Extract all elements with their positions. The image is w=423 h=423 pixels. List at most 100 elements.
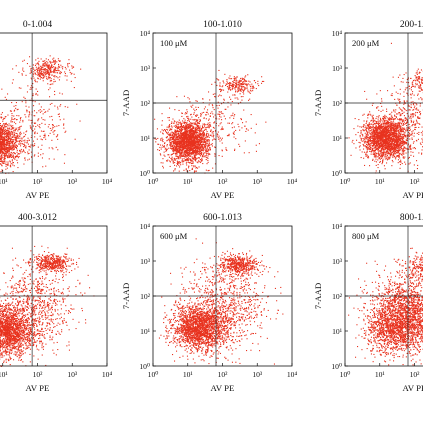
data-point [211,145,213,147]
data-point [28,106,30,108]
data-point [182,143,184,145]
data-point [203,132,205,134]
data-point [232,86,234,88]
data-point [52,131,54,133]
data-point [53,63,55,65]
data-point [3,129,5,131]
data-point [175,147,177,149]
data-point [21,73,23,75]
data-point [39,72,41,74]
data-point [176,126,178,128]
data-point [24,159,26,161]
data-point [184,121,186,123]
data-point [183,148,185,150]
data-point [58,60,60,62]
data-point [13,105,15,107]
data-point [189,142,191,144]
data-point [8,131,10,133]
data-point [182,154,184,156]
data-point [214,163,216,165]
data-point [200,151,202,153]
data-point [186,127,188,129]
data-point [191,148,193,150]
data-point [178,151,180,153]
data-point [50,69,52,71]
data-point [12,125,14,127]
data-point [44,61,46,63]
data-point [196,151,198,153]
data-point [176,162,178,164]
data-point [198,134,200,136]
data-point [3,123,5,125]
data-point [162,133,164,135]
data-point [188,139,190,141]
data-point [187,159,189,161]
data-point [48,108,50,110]
data-point [193,142,195,144]
data-point [11,118,13,120]
data-point [37,73,39,75]
data-point [177,158,179,160]
data-point [1,156,3,158]
data-point [6,144,8,146]
data-point [48,77,50,79]
data-point [34,72,36,74]
data-point [187,150,189,152]
data-point [161,129,163,131]
data-point [5,168,7,170]
data-point [26,130,28,132]
data-point [172,133,174,135]
data-point [54,70,56,72]
data-point [48,135,50,137]
data-point [181,153,183,155]
data-point [31,156,33,158]
data-point [15,139,17,141]
data-point [183,144,185,146]
data-point [209,153,211,155]
data-point [185,130,187,132]
data-point [49,55,51,57]
data-point [54,61,56,63]
data-point [181,127,183,129]
data-point [184,134,186,136]
data-point [194,156,196,158]
data-point [186,129,188,131]
data-point [155,138,157,140]
data-point [12,135,14,137]
data-point [59,92,61,94]
data-point [182,147,184,149]
data-point [186,159,188,161]
data-point [186,146,188,148]
data-point [185,132,187,134]
data-point [190,130,192,132]
data-point [175,143,177,145]
data-point [203,132,205,134]
data-point [16,159,18,161]
data-point [202,138,204,140]
data-point [202,132,204,134]
data-point [12,171,14,173]
data-point [24,114,26,116]
data-point [18,87,20,89]
data-point [174,168,176,170]
data-point [70,80,72,82]
data-point [183,132,185,134]
data-point [39,127,41,129]
data-point [39,69,41,71]
data-point [183,137,185,139]
data-point [233,84,235,86]
data-point [192,129,194,131]
data-point [191,116,193,118]
data-point [184,145,186,147]
data-point [4,159,6,161]
data-point [192,161,194,163]
data-point [16,145,18,147]
data-point [34,143,36,145]
data-point [1,142,3,144]
data-point [29,145,31,147]
data-point [199,128,201,130]
data-point [189,158,191,160]
data-point [196,124,198,126]
data-point [200,142,202,144]
data-point [9,147,11,149]
